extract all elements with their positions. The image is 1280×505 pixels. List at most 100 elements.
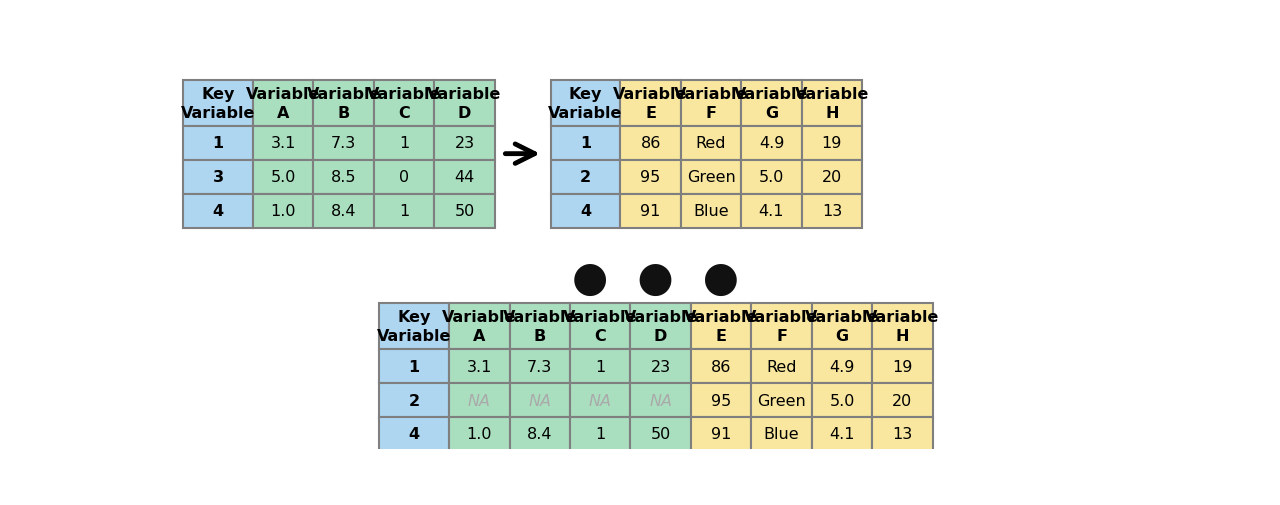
Text: Key
Variable: Key Variable — [378, 310, 452, 343]
Bar — [253, 161, 314, 194]
Text: Variable
A: Variable A — [442, 310, 517, 343]
Text: 91: 91 — [640, 204, 660, 219]
Text: Variable
G: Variable G — [735, 87, 809, 120]
Bar — [751, 417, 812, 451]
Bar — [812, 417, 872, 451]
Bar — [509, 417, 570, 451]
Text: 1: 1 — [212, 136, 224, 151]
Bar — [253, 194, 314, 228]
Text: Blue: Blue — [764, 427, 800, 441]
Bar — [374, 81, 434, 127]
Text: 4.1: 4.1 — [759, 204, 785, 219]
Text: 1: 1 — [399, 204, 410, 219]
Bar — [801, 194, 863, 228]
Bar — [751, 383, 812, 417]
Text: 44: 44 — [454, 170, 475, 185]
Bar — [681, 161, 741, 194]
Bar — [570, 417, 631, 451]
Text: 1: 1 — [408, 359, 420, 374]
Text: 2: 2 — [580, 170, 591, 185]
Text: 4: 4 — [408, 427, 420, 441]
Bar — [379, 304, 449, 349]
Text: Red: Red — [696, 136, 726, 151]
Bar — [741, 127, 801, 161]
Text: 3: 3 — [212, 170, 224, 185]
Text: Variable
D: Variable D — [623, 310, 698, 343]
Bar — [314, 81, 374, 127]
Text: 7.3: 7.3 — [332, 136, 356, 151]
Bar — [570, 304, 631, 349]
Bar — [872, 417, 933, 451]
Text: Blue: Blue — [694, 204, 728, 219]
Bar — [449, 417, 509, 451]
Bar — [183, 194, 253, 228]
Text: 1: 1 — [595, 359, 605, 374]
Text: 4.9: 4.9 — [829, 359, 855, 374]
Bar — [509, 304, 570, 349]
Bar — [751, 349, 812, 383]
Text: Key
Variable: Key Variable — [548, 87, 622, 120]
Bar — [621, 81, 681, 127]
Bar — [812, 304, 872, 349]
Text: 8.4: 8.4 — [332, 204, 356, 219]
Text: 1: 1 — [580, 136, 591, 151]
Text: 20: 20 — [892, 393, 913, 408]
Bar — [183, 81, 253, 127]
Text: NA: NA — [529, 393, 552, 408]
Bar — [570, 383, 631, 417]
Bar — [691, 417, 751, 451]
Text: 13: 13 — [822, 204, 842, 219]
Text: 5.0: 5.0 — [759, 170, 785, 185]
Bar — [550, 161, 621, 194]
Text: 91: 91 — [710, 427, 731, 441]
Text: 50: 50 — [650, 427, 671, 441]
Text: 23: 23 — [650, 359, 671, 374]
Text: Variable
G: Variable G — [805, 310, 879, 343]
Text: Green: Green — [686, 170, 736, 185]
Text: 86: 86 — [710, 359, 731, 374]
Text: 1.0: 1.0 — [466, 427, 492, 441]
Bar — [801, 161, 863, 194]
Text: Red: Red — [767, 359, 796, 374]
Bar — [509, 383, 570, 417]
Bar — [812, 349, 872, 383]
Bar — [621, 194, 681, 228]
Text: Variable
B: Variable B — [503, 310, 577, 343]
Bar — [681, 194, 741, 228]
Bar — [374, 194, 434, 228]
Text: Green: Green — [758, 393, 806, 408]
Bar — [741, 194, 801, 228]
Text: 4.1: 4.1 — [829, 427, 855, 441]
Text: 23: 23 — [454, 136, 475, 151]
Bar — [550, 127, 621, 161]
Text: 19: 19 — [822, 136, 842, 151]
Bar — [631, 304, 691, 349]
Text: Variable
E: Variable E — [613, 87, 687, 120]
Text: Variable
H: Variable H — [865, 310, 940, 343]
Text: 1.0: 1.0 — [270, 204, 296, 219]
Text: Variable
F: Variable F — [673, 87, 749, 120]
Bar — [434, 194, 495, 228]
Text: Variable
C: Variable C — [563, 310, 637, 343]
Bar — [253, 127, 314, 161]
Text: NA: NA — [589, 393, 612, 408]
Text: 7.3: 7.3 — [527, 359, 553, 374]
Bar — [872, 304, 933, 349]
Text: Variable
F: Variable F — [745, 310, 819, 343]
Bar — [741, 81, 801, 127]
Text: 3.1: 3.1 — [270, 136, 296, 151]
Bar — [183, 161, 253, 194]
Bar — [570, 349, 631, 383]
Bar — [872, 383, 933, 417]
Text: 3.1: 3.1 — [467, 359, 492, 374]
Bar — [550, 81, 621, 127]
Bar — [314, 161, 374, 194]
Text: Variable
H: Variable H — [795, 87, 869, 120]
Text: 19: 19 — [892, 359, 913, 374]
Bar — [434, 127, 495, 161]
Text: 86: 86 — [640, 136, 660, 151]
Bar — [801, 81, 863, 127]
Text: 1: 1 — [399, 136, 410, 151]
Text: 1: 1 — [595, 427, 605, 441]
Text: 95: 95 — [710, 393, 731, 408]
